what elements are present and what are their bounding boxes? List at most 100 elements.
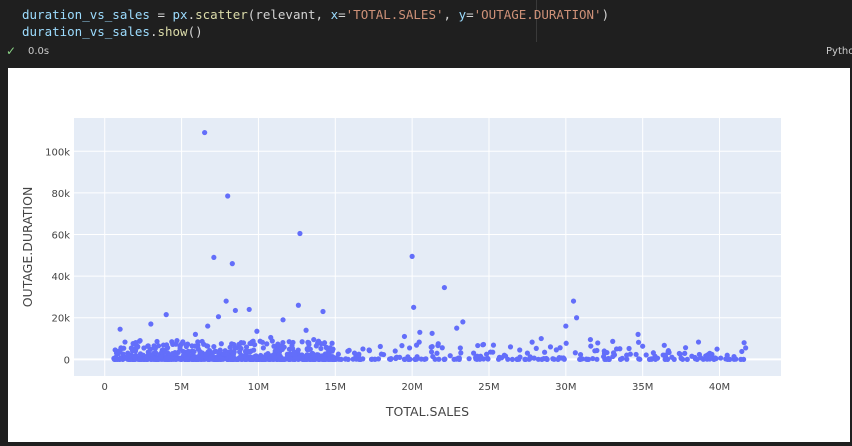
scatter-point[interactable] <box>195 354 201 360</box>
scatter-point[interactable] <box>406 345 413 351</box>
scatter-point[interactable] <box>662 352 668 358</box>
scatter-point[interactable] <box>635 339 642 345</box>
scatter-point[interactable] <box>236 341 242 348</box>
scatter-point[interactable] <box>547 344 554 350</box>
scatter-point[interactable] <box>154 338 160 345</box>
scatter-point[interactable] <box>135 344 141 350</box>
scatter-point[interactable] <box>202 129 208 136</box>
scatter-point[interactable] <box>633 351 639 358</box>
scatter-point[interactable] <box>275 341 281 347</box>
scatter-point[interactable] <box>145 343 151 349</box>
scatter-point[interactable] <box>272 355 278 361</box>
scatter-point[interactable] <box>305 339 311 345</box>
scatter-point[interactable] <box>221 351 227 357</box>
scatter-point[interactable] <box>287 356 293 362</box>
scatter-point[interactable] <box>417 329 423 335</box>
scatter-point[interactable] <box>405 354 411 360</box>
scatter-point[interactable] <box>563 340 569 346</box>
scatter-point[interactable] <box>360 346 366 352</box>
scatter-point[interactable] <box>517 347 523 353</box>
scatter-point[interactable] <box>388 356 394 362</box>
scatter-point[interactable] <box>617 346 623 352</box>
scatter-point[interactable] <box>260 345 266 351</box>
scatter-point[interactable] <box>158 354 164 360</box>
scatter-point[interactable] <box>304 346 310 352</box>
scatter-point[interactable] <box>228 356 234 362</box>
scatter-point[interactable] <box>684 356 690 362</box>
scatter-point[interactable] <box>249 355 255 361</box>
scatter-point[interactable] <box>709 351 715 357</box>
scatter-point[interactable] <box>507 344 514 350</box>
scatter-point[interactable] <box>299 339 305 345</box>
scatter-point[interactable] <box>435 342 441 349</box>
scatter-point[interactable] <box>661 342 667 348</box>
scatter-point[interactable] <box>191 348 197 355</box>
scatter-point[interactable] <box>514 356 520 362</box>
scatter-point[interactable] <box>636 356 642 362</box>
scatter-point[interactable] <box>483 351 490 357</box>
scatter-point[interactable] <box>434 350 440 356</box>
scatter-point[interactable] <box>274 348 280 354</box>
scatter-point[interactable] <box>303 327 309 333</box>
scatter-point[interactable] <box>695 339 702 345</box>
scatter-point[interactable] <box>163 312 169 318</box>
scatter-point[interactable] <box>116 348 123 355</box>
scatter-point[interactable] <box>428 344 434 350</box>
scatter-point[interactable] <box>246 306 252 313</box>
scatter-point[interactable] <box>227 344 233 350</box>
scatter-point[interactable] <box>495 356 502 362</box>
scatter-point[interactable] <box>225 352 232 359</box>
scatter-point[interactable] <box>132 354 138 360</box>
scatter-point[interactable] <box>269 338 275 344</box>
scatter-point[interactable] <box>169 351 176 357</box>
scatter-point[interactable] <box>314 352 320 358</box>
scatter-point[interactable] <box>265 350 271 357</box>
scatter-point[interactable] <box>128 345 134 351</box>
scatter-point[interactable] <box>311 336 317 343</box>
scatter-point[interactable] <box>543 355 549 362</box>
scatter-point[interactable] <box>703 356 709 362</box>
scatter-point[interactable] <box>454 325 460 331</box>
scatter-point[interactable] <box>243 344 250 350</box>
scatter-point[interactable] <box>290 339 296 346</box>
scatter-point[interactable] <box>428 349 435 355</box>
scatter-point[interactable] <box>610 338 616 344</box>
scatter-point[interactable] <box>303 356 310 362</box>
scatter-point[interactable] <box>416 339 422 345</box>
scatter-point[interactable] <box>682 350 688 356</box>
scatter-point[interactable] <box>527 354 533 360</box>
scatter-point[interactable] <box>215 314 222 320</box>
scatter-point[interactable] <box>192 331 199 337</box>
scatter-point[interactable] <box>473 354 479 361</box>
scatter-point[interactable] <box>152 345 158 351</box>
scatter-point[interactable] <box>471 350 477 356</box>
scatter-point[interactable] <box>588 343 594 349</box>
scatter-point[interactable] <box>411 304 417 310</box>
scatter-point[interactable] <box>561 356 567 362</box>
scatter-point[interactable] <box>563 323 569 329</box>
scatter-point[interactable] <box>195 339 201 345</box>
scatter-point[interactable] <box>343 356 349 362</box>
scatter-point[interactable] <box>533 345 539 352</box>
scatter-point[interactable] <box>328 346 334 352</box>
scatter-point[interactable] <box>295 302 301 308</box>
scatter-point[interactable] <box>555 356 561 362</box>
scatter-point[interactable] <box>211 254 217 261</box>
scatter-point[interactable] <box>466 356 472 362</box>
scatter-point[interactable] <box>671 356 677 362</box>
scatter-point[interactable] <box>436 356 442 362</box>
scatter-point[interactable] <box>399 343 405 349</box>
scatter-point[interactable] <box>223 298 229 304</box>
scatter-point[interactable] <box>243 356 249 362</box>
scatter-point[interactable] <box>538 335 544 342</box>
scatter-point[interactable] <box>553 347 559 353</box>
scatter-point[interactable] <box>280 317 286 323</box>
scatter-point[interactable] <box>650 350 656 356</box>
scatter-point[interactable] <box>718 355 724 361</box>
scatter-point[interactable] <box>152 350 159 356</box>
scatter-point[interactable] <box>557 345 563 351</box>
scatter-point[interactable] <box>137 351 144 357</box>
scatter-point[interactable] <box>617 356 624 362</box>
scatter-point[interactable] <box>480 356 487 362</box>
scatter-point[interactable] <box>205 323 211 329</box>
